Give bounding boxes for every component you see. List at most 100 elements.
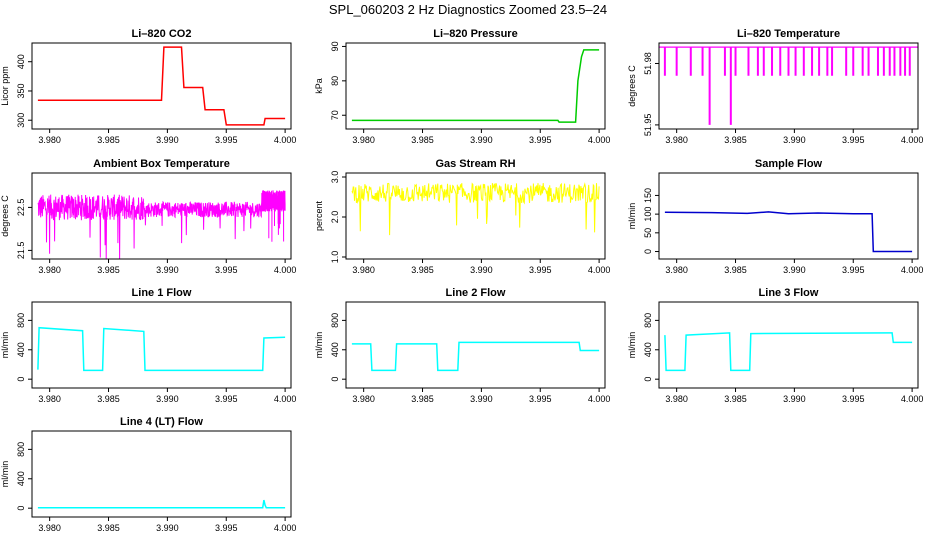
y-axis-label: kPa	[314, 78, 324, 94]
x-tick-label: 4.000	[274, 523, 297, 533]
y-axis-label: percent	[314, 200, 324, 231]
y-tick-label: 0	[643, 249, 653, 254]
y-tick-label: 400	[643, 342, 653, 357]
y-tick-label: 0	[330, 377, 340, 382]
plot-area	[37, 190, 286, 259]
series-line	[351, 49, 600, 123]
x-tick-label: 3.995	[529, 394, 552, 404]
x-tick-label: 3.980	[38, 135, 61, 145]
chart-panel-8: Line 2 Flow ml/min 3.980 3.985 3.990 3.995 4.0…	[314, 287, 610, 404]
x-tick-label: 4.000	[901, 135, 924, 145]
x-tick-label: 3.985	[724, 265, 747, 275]
y-tick-label: 800	[330, 313, 340, 328]
chart-title: Li–820 Pressure	[433, 28, 517, 40]
series-noise-2	[143, 200, 263, 244]
x-tick-label: 3.985	[724, 394, 747, 404]
plot-area	[664, 332, 913, 372]
plot-frame	[658, 301, 919, 389]
x-tick-label: 3.990	[156, 394, 179, 404]
x-tick-label: 3.980	[352, 135, 375, 145]
y-tick-label: 800	[643, 313, 653, 328]
y-tick-label: 100	[643, 207, 653, 222]
y-axis-label: ml/min	[0, 461, 10, 488]
x-tick-label: 3.995	[529, 265, 552, 275]
y-tick-label: 22.5	[16, 199, 26, 217]
series-line	[664, 211, 913, 253]
y-tick-label: 800	[16, 442, 26, 457]
chart-title: Li–820 Temperature	[737, 28, 840, 40]
chart-title: Gas Stream RH	[435, 158, 515, 170]
x-tick-label: 3.990	[156, 523, 179, 533]
y-tick-label: 51.98	[643, 52, 653, 75]
chart-panel-6: Sample Flow ml/min 3.980 3.985 3.990 3.995 4.0…	[627, 158, 923, 275]
x-tick-label: 3.990	[783, 265, 806, 275]
y-tick-label: 70	[330, 110, 340, 120]
x-tick-label: 3.990	[156, 135, 179, 145]
series-line	[351, 341, 600, 372]
chart-panel-10: Line 4 (LT) Flow ml/min 3.980 3.985 3.990 3.9…	[0, 416, 296, 533]
x-tick-label: 3.990	[156, 265, 179, 275]
plot-frame	[345, 42, 606, 130]
y-axis-label: ml/min	[314, 332, 324, 359]
x-tick-label: 3.995	[215, 523, 238, 533]
x-tick-label: 3.995	[215, 135, 238, 145]
plot-frame	[31, 430, 292, 518]
chart-panel-1: Li–820 CO2 Licor ppm 3.980 3.985 3.990 3.995 4…	[0, 28, 296, 145]
x-tick-label: 4.000	[588, 265, 611, 275]
x-tick-label: 3.985	[411, 394, 434, 404]
x-tick-label: 4.000	[901, 394, 924, 404]
series-noise-1	[351, 182, 600, 236]
y-tick-label: 1.0	[330, 251, 340, 264]
figure-title: SPL_060203 2 Hz Diagnostics Zoomed 23.5–…	[328, 2, 608, 17]
series-line	[37, 46, 286, 126]
chart-title: Sample Flow	[755, 158, 823, 170]
x-tick-label: 4.000	[901, 265, 924, 275]
plot-frame	[31, 42, 292, 130]
y-tick-label: 400	[330, 342, 340, 357]
series-line	[37, 499, 286, 509]
series-line	[664, 332, 913, 372]
y-tick-label: 300	[16, 113, 26, 128]
x-tick-label: 3.995	[842, 265, 865, 275]
chart-title: Li–820 CO2	[132, 28, 192, 40]
y-tick-label: 150	[643, 188, 653, 203]
series-noise-1	[37, 194, 145, 259]
y-tick-label: 90	[330, 41, 340, 51]
x-tick-label: 3.980	[38, 394, 61, 404]
x-tick-label: 3.985	[97, 523, 120, 533]
y-tick-label: 800	[16, 313, 26, 328]
chart-panel-3: Li–820 Temperature degrees C 3.980 3.985 3.9…	[627, 28, 923, 145]
x-tick-label: 4.000	[274, 135, 297, 145]
chart-title: Line 1 Flow	[132, 287, 192, 299]
y-tick-label: 2.0	[330, 211, 340, 224]
x-tick-label: 3.990	[783, 135, 806, 145]
plot-area	[664, 211, 913, 253]
y-axis-label: ml/min	[627, 332, 637, 359]
chart-panel-7: Line 1 Flow ml/min 3.980 3.985 3.990 3.995 4.0…	[0, 287, 296, 404]
plot-frame	[658, 42, 919, 130]
x-tick-label: 3.990	[470, 265, 493, 275]
x-tick-label: 3.995	[215, 265, 238, 275]
x-tick-label: 3.985	[97, 265, 120, 275]
y-tick-label: 80	[330, 76, 340, 86]
x-tick-label: 4.000	[274, 265, 297, 275]
x-tick-label: 3.985	[411, 135, 434, 145]
y-tick-label: 350	[16, 83, 26, 98]
y-axis-label: ml/min	[0, 332, 10, 359]
x-tick-label: 3.985	[411, 265, 434, 275]
x-tick-label: 3.980	[665, 265, 688, 275]
x-tick-label: 3.985	[97, 135, 120, 145]
plot-area	[351, 182, 600, 236]
x-tick-label: 3.995	[215, 394, 238, 404]
series-noise-3	[261, 190, 286, 242]
plot-area	[37, 46, 286, 126]
x-tick-label: 3.980	[38, 265, 61, 275]
y-tick-label: 400	[16, 54, 26, 69]
y-tick-label: 3.0	[330, 171, 340, 184]
x-tick-label: 3.980	[352, 394, 375, 404]
x-tick-label: 4.000	[588, 135, 611, 145]
chart-title: Line 4 (LT) Flow	[120, 416, 203, 428]
x-tick-label: 3.995	[842, 135, 865, 145]
plot-area	[659, 46, 918, 125]
